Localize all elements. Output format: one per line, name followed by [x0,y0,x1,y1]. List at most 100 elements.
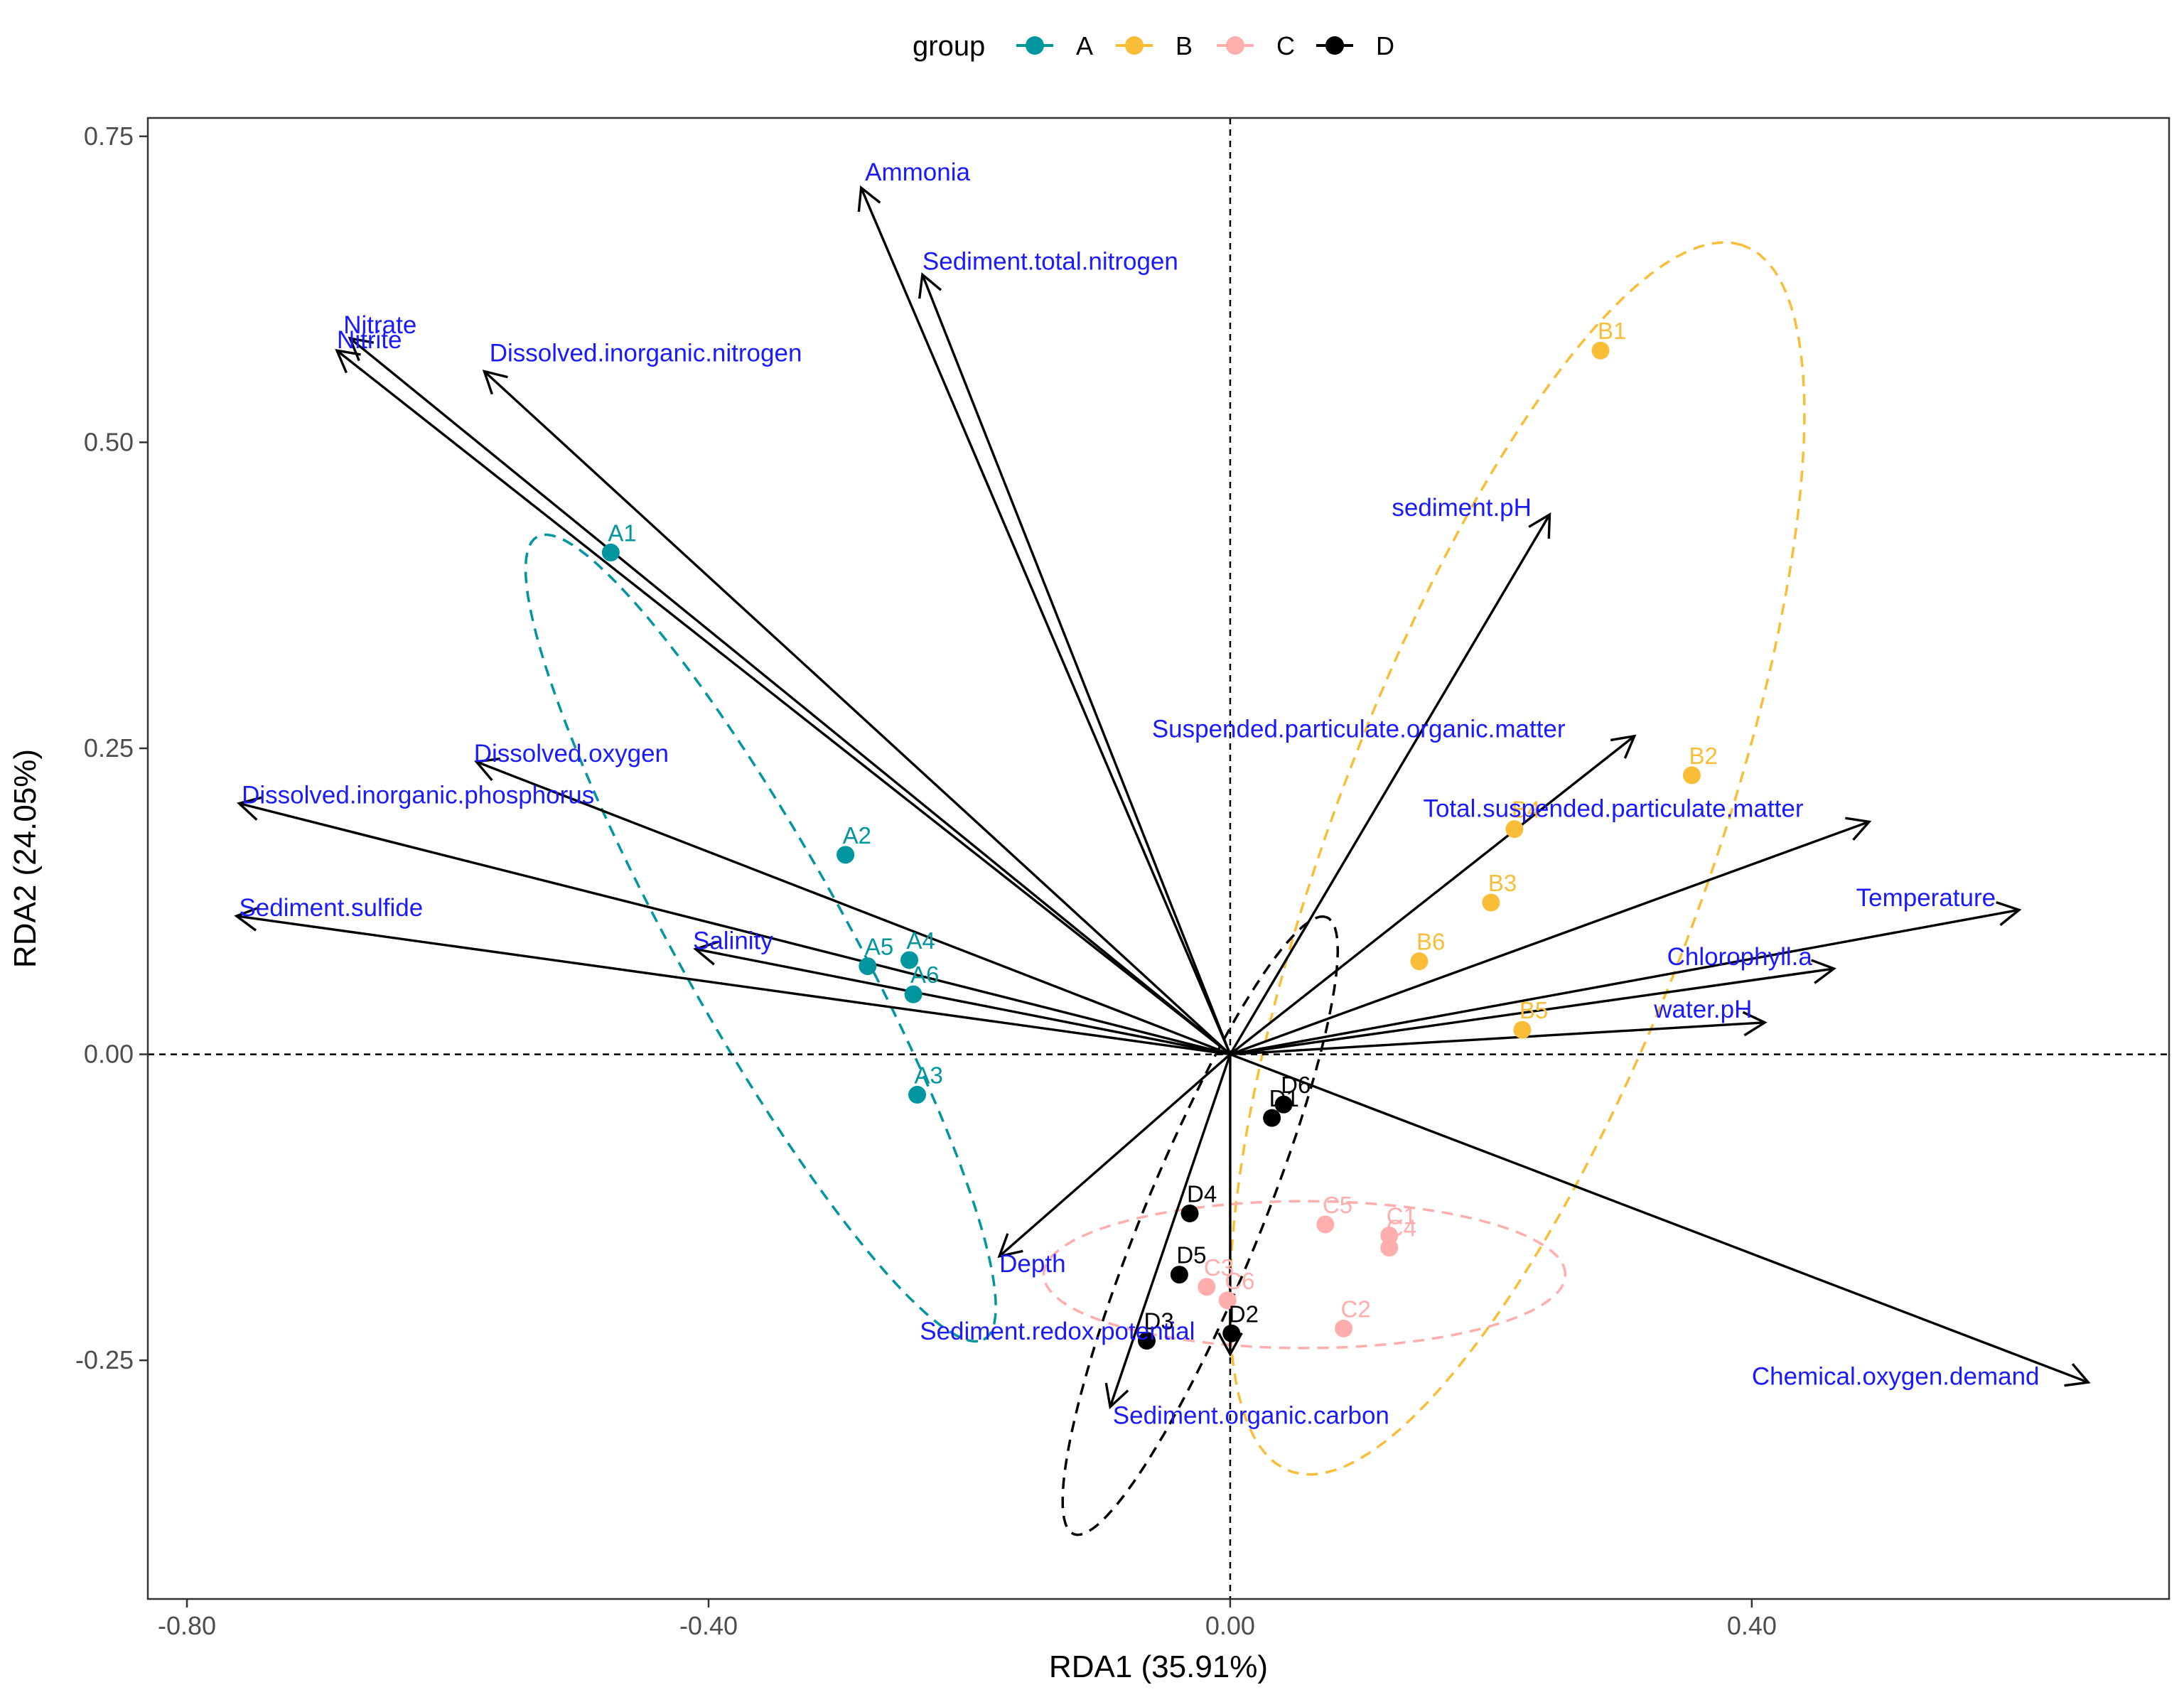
x-tick-label: -0.40 [679,1611,738,1640]
vector-salinity [693,940,1231,1056]
y-tick-label: 0.25 [84,733,134,763]
point-label-b1: B1 [1598,318,1626,344]
arrow-head [1742,1011,1768,1037]
vector-sediment-ph [1229,512,1551,1055]
arrow-head [1610,734,1637,759]
y-tick-label: 0.50 [84,427,134,456]
point-b2 [1682,766,1701,785]
vector-label-salinity: Salinity [693,927,773,954]
vector-label-suspended-particulate-organic-matter: Suspended.particulate.organic.matter [1152,715,1566,743]
point-label-b4: B4 [1512,797,1540,823]
arrow-head [234,906,260,932]
y-axis-title: RDA2 (24.05%) [8,749,43,968]
point-c6 [1218,1291,1237,1310]
group-ellipses [524,241,1806,1536]
vector-label-ammonia: Ammonia [865,158,970,186]
vector-shaft [860,187,1232,1055]
arrow-head [1811,959,1836,984]
point-a5 [859,957,877,976]
arrow-head [474,757,501,782]
x-tick-label: 0.00 [1205,1611,1255,1640]
vector-shaft [349,337,1231,1055]
point-a6 [904,985,922,1003]
legend-key-point [1125,36,1144,55]
arrow-head [918,272,942,299]
legend-key-point [1325,36,1344,55]
arrow-head [2064,1363,2091,1387]
point-label-d3: D3 [1144,1308,1173,1335]
vector-shaft [1230,908,2020,1056]
point-c5 [1316,1215,1335,1234]
point-label-c1: C1 [1387,1202,1416,1229]
arrow-head [857,185,881,212]
point-c2 [1335,1319,1353,1337]
point-label-d4: D4 [1187,1180,1217,1207]
vector-dissolved-inorganic-nitrogen [482,370,1232,1055]
vector-label-nitrite: Nitrite [337,326,402,354]
point-label-b2: B2 [1689,743,1717,769]
vector-chlorophyll-a [1230,959,1836,1056]
vector-sediment-total-nitrogen [918,272,1232,1055]
x-tick-label: 0.40 [1727,1611,1777,1640]
point-label-a2: A2 [843,822,871,849]
point-label-b6: B6 [1416,929,1445,955]
vector-suspended-particulate-organic-matter [1229,734,1637,1055]
vector-shaft [1230,1052,2089,1384]
legend-label: B [1176,31,1193,60]
point-d2 [1222,1324,1241,1342]
vector-label-nitrate: Nitrate [343,311,416,339]
point-label-a1: A1 [608,519,636,546]
vector-shaft [236,915,1231,1056]
vector-shaft [695,947,1231,1056]
point-d4 [1180,1204,1199,1222]
vector-label-chemical-oxygen-demand: Chemical.oxygen.demand [1752,1363,2040,1391]
vector-shaft [1230,1021,1765,1056]
vector-label-sediment-sulfide: Sediment.sulfide [239,894,423,922]
x-axis-title: RDA1 (35.91%) [1049,1649,1268,1684]
vector-shaft [1230,820,1870,1056]
vector-water-ph [1230,1011,1768,1056]
vector-shaft [239,802,1231,1056]
legend-label: A [1076,31,1093,60]
point-c1 [1380,1226,1399,1244]
point-a4 [900,951,919,969]
point-b3 [1482,893,1500,912]
sample-points: A1A2A3A4A5A6B1B2B3B4B5B6C1C2C3C4C5C6D1D2… [601,318,1718,1350]
vector-depth [997,1053,1232,1259]
point-c4 [1380,1239,1399,1257]
vector-shaft [335,349,1231,1055]
point-b5 [1513,1021,1532,1039]
vector-shaft [1109,1054,1232,1408]
point-label-c6: C6 [1225,1268,1254,1294]
vector-dissolved-inorganic-phosphorus [237,796,1231,1056]
vector-shaft [475,760,1231,1056]
point-label-c4: C4 [1387,1215,1416,1242]
vector-label-temperature: Temperature [1856,884,1996,912]
environmental-vectors [234,185,2091,1409]
legend-item-d: D [1316,31,1394,60]
vector-labels: Ammonia Sediment.total.nitrogen NitrateNit… [239,158,2039,1430]
x-tick-label: -0.80 [158,1611,216,1640]
vector-label-depth: Depth [999,1250,1065,1278]
vector-sediment-organic-carbon [1104,1054,1232,1409]
point-label-d6: D6 [1281,1072,1311,1098]
point-d1 [1263,1109,1281,1127]
point-label-a5: A5 [865,934,893,960]
vector-total-suspended-particulate-matter [1230,817,1872,1056]
vector-nitrite [335,349,1231,1055]
point-label-a4: A4 [907,927,935,954]
arrow-head [1528,512,1551,539]
point-label-d2: D2 [1229,1301,1259,1327]
arrow-head [1104,1382,1129,1409]
plot-panel-border [146,117,2170,1600]
axes: -0.80 -0.40 0.00 0.40 -0.25 0.00 0.25 0.50 0.75 [75,122,1777,1640]
point-label-c3: C3 [1204,1254,1234,1281]
arrow-head [1217,1332,1243,1357]
point-label-a3: A3 [915,1062,943,1088]
vector-label-total-suspended-particulate-matter: Total.suspended.particulate.matter [1423,795,1803,822]
vector-label-dissolved-inorganic-nitrogen: Dissolved.inorganic.nitrogen [490,340,802,367]
vector-temperature [1230,901,2022,1056]
vector-shaft [999,1053,1232,1258]
legend-label: C [1276,31,1295,60]
